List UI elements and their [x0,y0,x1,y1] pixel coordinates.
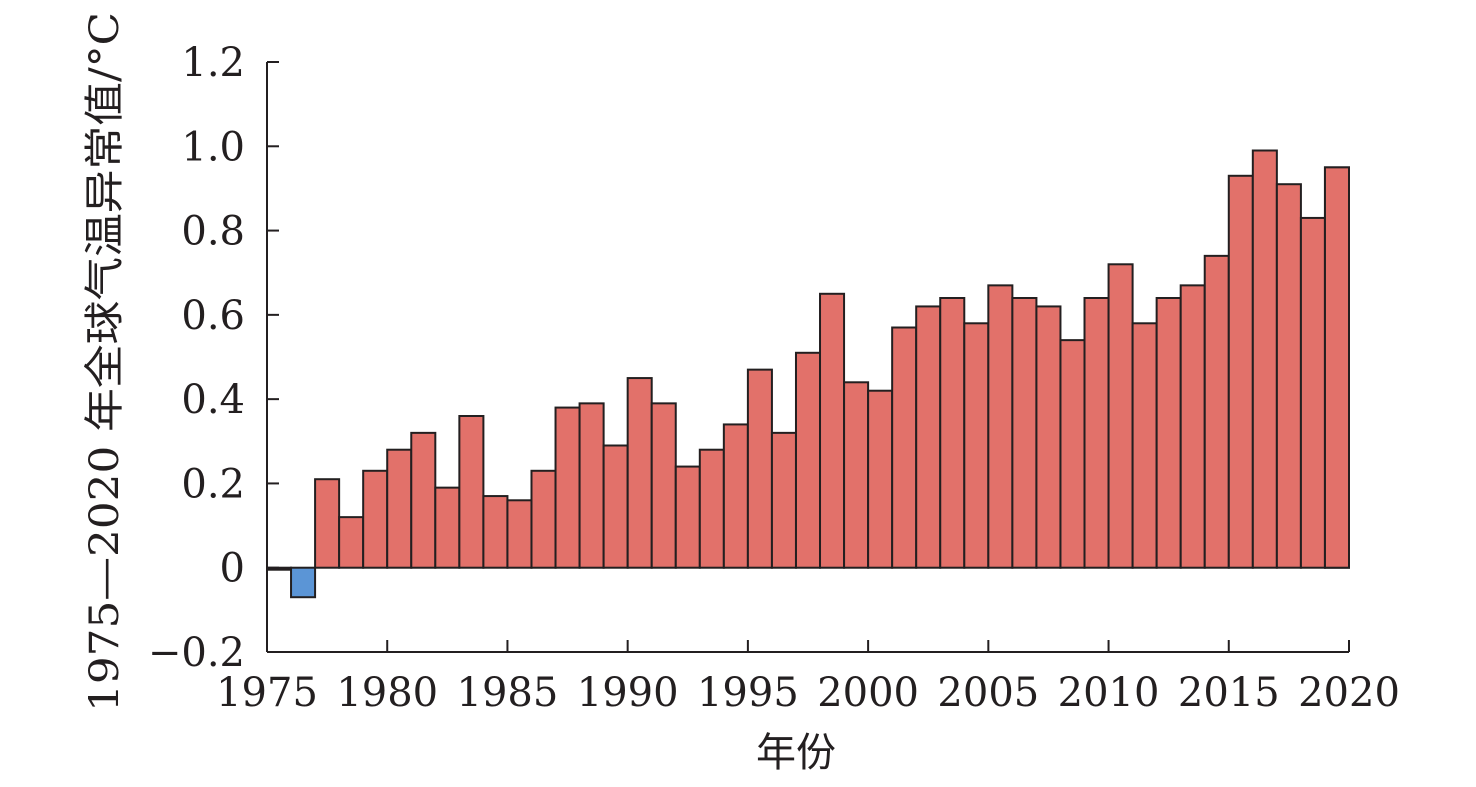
x-tick-label: 2020 [1298,670,1400,716]
y-tick-label: 0.8 [181,209,245,255]
bar-1976 [290,566,317,599]
x-tick-label: 1995 [697,670,799,716]
y-tick-label: −0.2 [148,630,245,676]
bar-1993 [698,448,725,569]
bar-1988 [578,402,605,569]
bar-1996 [770,431,797,569]
bar-2002 [915,305,942,569]
bar-2010 [1107,263,1134,569]
bar-1985 [506,499,533,569]
y-tick-label: 0 [220,546,245,592]
bar-1997 [794,351,822,569]
x-axis-title: 年份 [756,730,836,776]
bar-1983 [458,415,485,569]
x-tick-label: 2000 [817,670,919,716]
bar-2004 [963,322,990,569]
bar-2020 [1323,166,1350,569]
bar-2014 [1203,254,1230,569]
bar-2007 [1035,305,1062,569]
bar-1978 [338,516,365,569]
y-tick-label: 1.0 [181,124,245,170]
bar-2003 [939,297,966,569]
bar-2018 [1299,216,1326,569]
y-tick-label: 0.2 [181,461,245,507]
bar-1982 [434,486,461,569]
bars-group [266,149,1350,599]
x-tick-label: 1980 [336,670,438,716]
x-tick-label: 1990 [577,670,679,716]
bar-1991 [650,402,677,569]
bar-1980 [386,448,413,569]
bar-2011 [1131,322,1158,569]
bar-2016 [1251,149,1278,569]
bar-1990 [626,377,653,569]
bar-2017 [1275,183,1302,569]
axes-group: −0.2 0 0.2 0.4 0.6 0.8 1.0 1.2 1975 1980 1985 1990… [148,40,1400,716]
x-tick-label: 2005 [937,670,1039,716]
bar-1994 [722,423,749,569]
bar-2015 [1227,174,1254,569]
bar-1989 [602,444,629,569]
bar-2001 [891,326,918,569]
y-axis-title: 1975—2020 年全球气温异常值/°C [82,12,128,712]
bar-2005 [987,284,1014,569]
y-tick-label: 0.6 [181,293,245,339]
bar-1986 [530,469,557,569]
bar-2012 [1155,297,1182,569]
bar-1995 [746,368,773,569]
x-tick-label: 2015 [1178,670,1280,716]
bar-1999 [843,381,870,569]
y-tick-label: 1.2 [181,40,245,86]
bar-1987 [554,406,581,569]
bar-1998 [819,292,846,569]
bar-2008 [1059,339,1086,569]
bar-1984 [482,495,509,569]
bar-1977 [314,478,341,569]
bar-1981 [410,431,437,569]
bar-1979 [362,469,389,569]
bar-2006 [1011,297,1038,569]
y-tick-label: 0.4 [181,377,245,423]
bar-2013 [1179,284,1206,569]
bar-2000 [867,389,894,569]
x-tick-label: 1975 [216,670,318,716]
y-ticks-group: −0.2 0 0.2 0.4 0.6 0.8 1.0 1.2 [148,40,279,676]
bar-2009 [1083,297,1110,569]
x-tick-label: 2010 [1058,670,1160,716]
x-tick-label: 1985 [457,670,559,716]
x-ticks-group: 1975 1980 1985 1990 1995 2000 2005 2010 2015 2020 [216,640,1400,716]
bar-1992 [674,465,701,569]
